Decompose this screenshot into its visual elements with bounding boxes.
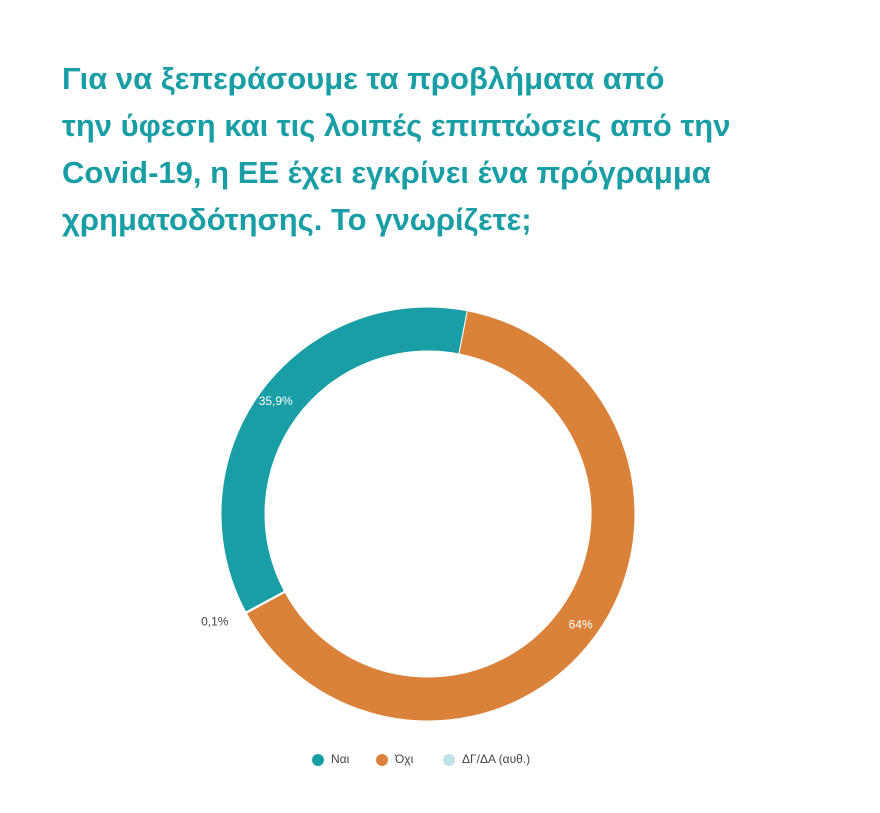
title-line: Για να ξεπεράσουμε τα προβλήματα από bbox=[62, 61, 665, 96]
data-label: 64% bbox=[569, 618, 593, 632]
legend-label: ΔΓ/ΔΑ (αυθ.) bbox=[462, 752, 530, 766]
title-line: την ύφεση και τις λοιπές επιπτώσεις από … bbox=[62, 108, 731, 143]
data-label: 35,9% bbox=[259, 394, 293, 408]
donut-segment bbox=[245, 590, 286, 614]
legend-label: Όχι bbox=[394, 752, 414, 766]
legend-marker bbox=[443, 754, 455, 766]
data-label: 0,1% bbox=[201, 614, 229, 628]
legend-label: Ναι bbox=[331, 752, 350, 766]
chart-title: Για να ξεπεράσουμε τα προβλήματα από την … bbox=[62, 55, 730, 243]
donut-segment bbox=[220, 306, 468, 613]
legend-marker bbox=[312, 754, 324, 766]
title-line: χρηματοδότησης. Το γνωρίζετε; bbox=[62, 202, 532, 237]
legend-marker bbox=[376, 754, 388, 766]
title-line: Covid-19, η ΕΕ έχει εγκρίνει ένα πρόγραμ… bbox=[62, 155, 711, 190]
donut-segment bbox=[245, 310, 636, 722]
